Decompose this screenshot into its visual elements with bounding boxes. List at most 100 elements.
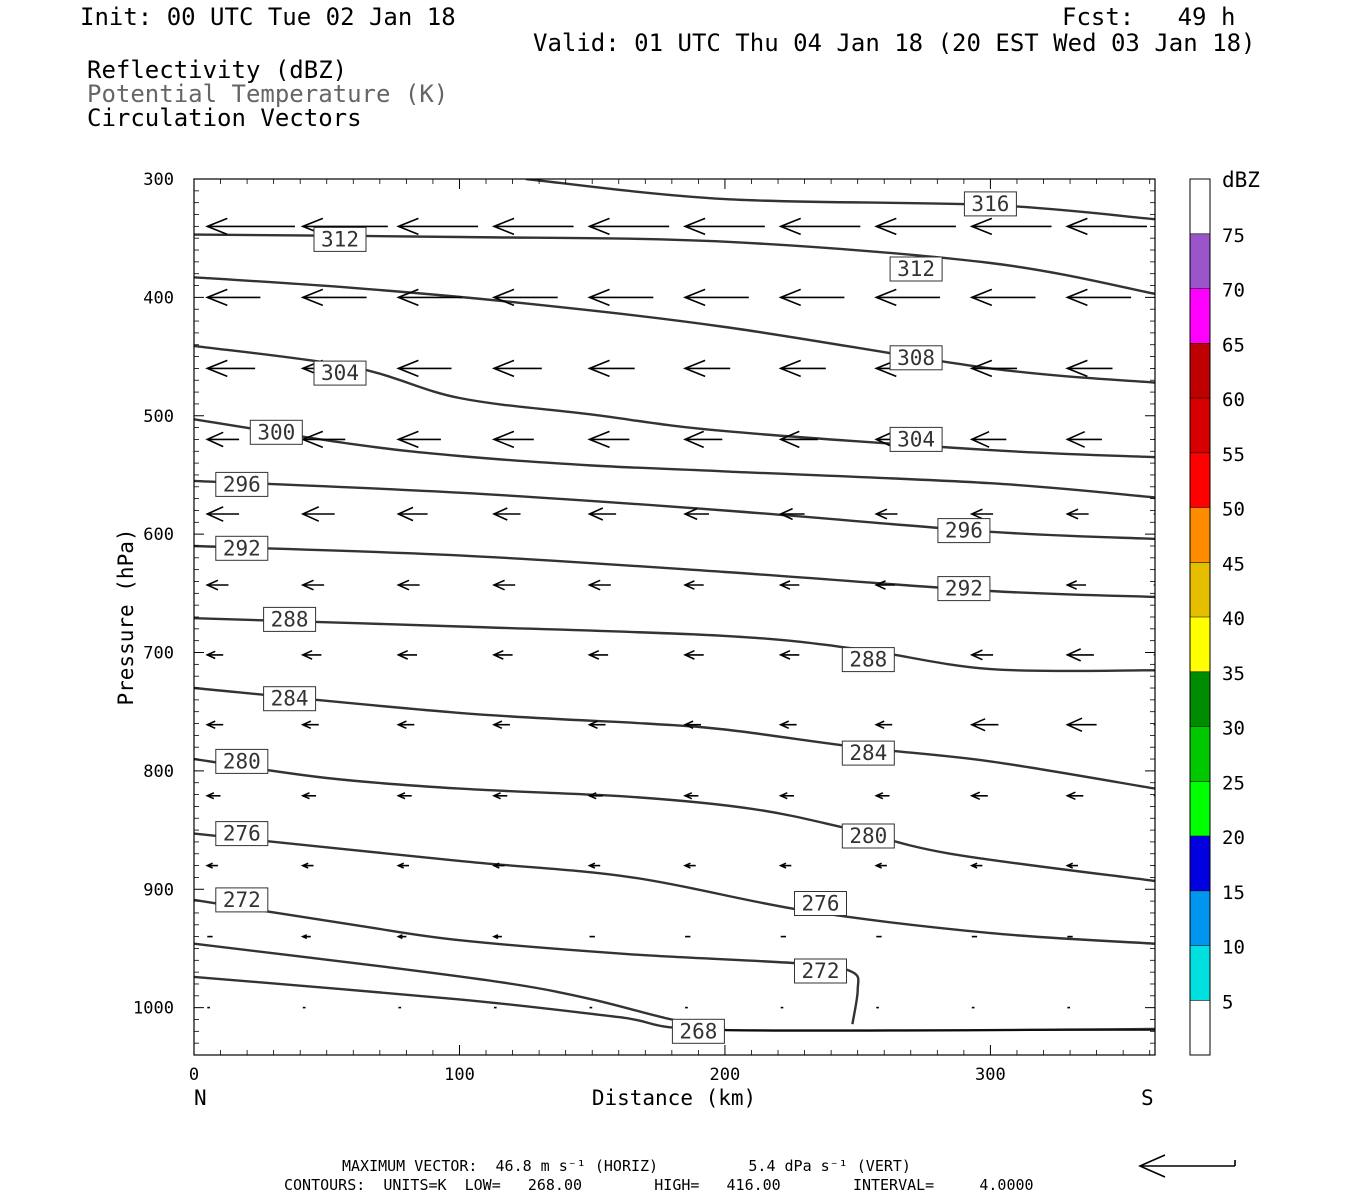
svg-text:280: 280 [223,749,261,773]
circulation-vector [969,718,999,732]
circulation-vector [587,359,635,378]
circulation-vector [491,217,574,236]
field-reflectivity: Reflectivity (dBZ) [87,56,348,84]
circulation-vector [492,792,508,800]
contour-info: CONTOURS: UNITS=K LOW= 268.00 HIGH= 416.… [284,1176,1034,1194]
svg-text:288: 288 [849,648,887,672]
circulation-vector [205,359,256,378]
circulation-vector [491,430,534,449]
circulation-vector [874,792,890,800]
contour-296 [194,479,1155,541]
contour-288 [194,617,1155,673]
y-tick-label: 300 [143,170,174,190]
circulation-vector [778,580,800,590]
circulation-vector [396,430,441,449]
circulation-vector [396,649,417,660]
colorbar-label: 35 [1222,663,1245,685]
circulation-vector [587,430,630,449]
contour-label: 292 [215,535,269,561]
circulation-vector [778,359,826,378]
circulation-vector [1153,723,1155,726]
x-tick-label: 200 [710,1065,741,1085]
circulation-vector [778,288,845,307]
svg-text:272: 272 [223,888,261,912]
contour-label: 304 [889,426,943,452]
circulation-vector [587,217,670,236]
circulation-vector [396,579,420,591]
contour-label: 268 [671,1018,725,1044]
circulation-vector [1153,654,1155,656]
colorbar-label: 5 [1222,991,1233,1013]
contour-label: 312 [313,226,367,252]
contour-label: 280 [215,748,269,774]
colorbar-label: 50 [1222,499,1245,521]
colorbar-title: dBZ [1222,168,1260,192]
contour-label: 308 [889,345,943,371]
circulation-vector [778,862,792,869]
contour-label: 284 [263,686,317,712]
circulation-vector [683,507,709,521]
colorbar-label: 70 [1222,280,1245,302]
circulation-vector [778,792,794,800]
contour-292 [194,544,1155,599]
colorbar-swatch [1190,233,1210,289]
colorbar-swatch [1190,890,1210,946]
y-tick-label: 500 [143,407,174,427]
circulation-vector [396,217,479,236]
contour-label: 288 [841,647,895,673]
circulation-vector [778,217,861,236]
contour-label: 312 [889,256,943,282]
circulation-vector [492,862,505,869]
circulation-vector [587,649,609,660]
svg-text:276: 276 [223,822,261,846]
colorbar-swatch [1190,781,1210,837]
contour-label: 276 [794,891,847,916]
circulation-vector [205,431,240,448]
south-label: S [1141,1086,1154,1110]
svg-text:296: 296 [223,472,261,496]
colorbar-label: 25 [1222,772,1245,794]
circulation-vector [492,934,502,940]
svg-text:296: 296 [945,519,983,543]
y-tick-label: 400 [143,288,174,308]
circulation-vector [1153,438,1155,441]
colorbar-label: 15 [1222,882,1245,904]
svg-text:272: 272 [802,959,840,983]
contour-276 [194,832,1155,945]
svg-text:288: 288 [271,607,309,631]
circulation-vector [1065,359,1113,378]
circulation-vector [492,507,521,521]
circulation-vector [778,720,797,730]
contour-284 [194,686,1155,790]
circulation-vector [205,506,240,522]
circulation-vector [1153,513,1155,515]
circulation-vector [969,862,983,869]
x-tick-label: 0 [189,1065,199,1085]
circulation-vector [1065,288,1132,307]
circulation-vector [587,720,606,730]
circulation-vector [683,580,704,590]
colorbar-swatch [1190,617,1210,672]
circulation-vector [683,720,701,730]
circulation-vector [1065,508,1089,520]
circulation-vector [205,217,295,236]
svg-text:300: 300 [257,420,295,444]
circulation-vector [969,649,994,661]
svg-text:308: 308 [897,346,935,370]
circulation-vector [969,359,1017,378]
circulation-vector [969,791,988,801]
theta-contours [194,179,1155,1032]
colorbar-swatch [1190,398,1210,453]
y-tick-label: 900 [143,880,174,900]
max-vector-info: MAXIMUM VECTOR: 46.8 m s⁻¹ (HORIZ) 5.4 d… [342,1157,911,1175]
circulation-vector [300,649,322,660]
circulation-vector [300,288,367,307]
circulation-vector [969,508,994,520]
colorbar-swatch [1190,945,1210,1001]
svg-text:276: 276 [802,892,840,916]
north-label: N [194,1086,207,1110]
colorbar-label: 10 [1222,937,1245,959]
x-tick-label: 300 [975,1065,1006,1085]
colorbar-swatch [1190,452,1210,508]
